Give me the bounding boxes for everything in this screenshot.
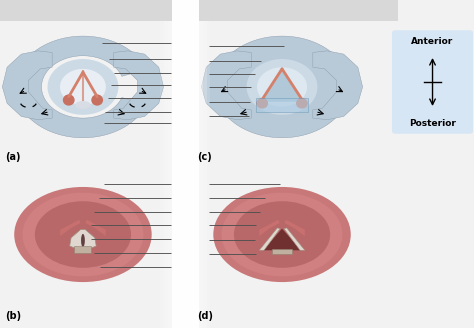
Bar (0, 0, 172, 21)
Polygon shape (257, 67, 307, 107)
Polygon shape (201, 51, 251, 120)
Bar (168, 0, 172, 328)
Polygon shape (85, 220, 106, 236)
Bar (272, 249, 292, 254)
Polygon shape (259, 228, 280, 250)
Circle shape (234, 201, 330, 268)
Polygon shape (284, 228, 305, 250)
Polygon shape (88, 208, 121, 261)
Text: Posterior: Posterior (409, 118, 456, 128)
Bar (160, 0, 172, 328)
Polygon shape (45, 208, 78, 261)
Polygon shape (214, 36, 346, 138)
Text: (c): (c) (197, 153, 211, 162)
Circle shape (213, 187, 351, 282)
Circle shape (221, 193, 343, 277)
Polygon shape (246, 59, 318, 115)
Bar (164, 0, 172, 328)
Polygon shape (287, 208, 320, 261)
Text: (b): (b) (5, 312, 21, 321)
Ellipse shape (92, 95, 102, 105)
Polygon shape (244, 208, 277, 261)
Polygon shape (70, 230, 96, 250)
Bar (74, 246, 91, 253)
Polygon shape (313, 51, 363, 120)
Polygon shape (114, 51, 164, 120)
Polygon shape (60, 69, 106, 105)
Text: Anterior: Anterior (411, 36, 454, 46)
Polygon shape (2, 51, 52, 120)
Polygon shape (15, 36, 146, 138)
Ellipse shape (297, 99, 307, 108)
Polygon shape (261, 69, 303, 102)
Bar (199, 0, 210, 328)
Ellipse shape (257, 99, 267, 108)
Polygon shape (259, 220, 280, 236)
Circle shape (22, 193, 144, 277)
Bar (199, 0, 398, 21)
Bar (199, 0, 203, 328)
Circle shape (35, 201, 131, 268)
Polygon shape (284, 220, 305, 236)
Circle shape (14, 187, 152, 282)
FancyBboxPatch shape (392, 30, 473, 134)
Bar (199, 0, 207, 328)
Ellipse shape (64, 95, 74, 105)
Polygon shape (60, 220, 81, 236)
Polygon shape (47, 59, 118, 115)
Polygon shape (263, 229, 301, 250)
Text: (a): (a) (5, 153, 20, 162)
Ellipse shape (81, 234, 85, 247)
Text: (d): (d) (197, 312, 213, 321)
Bar (172, 0, 199, 328)
Ellipse shape (76, 102, 90, 108)
Bar (256, 98, 308, 112)
